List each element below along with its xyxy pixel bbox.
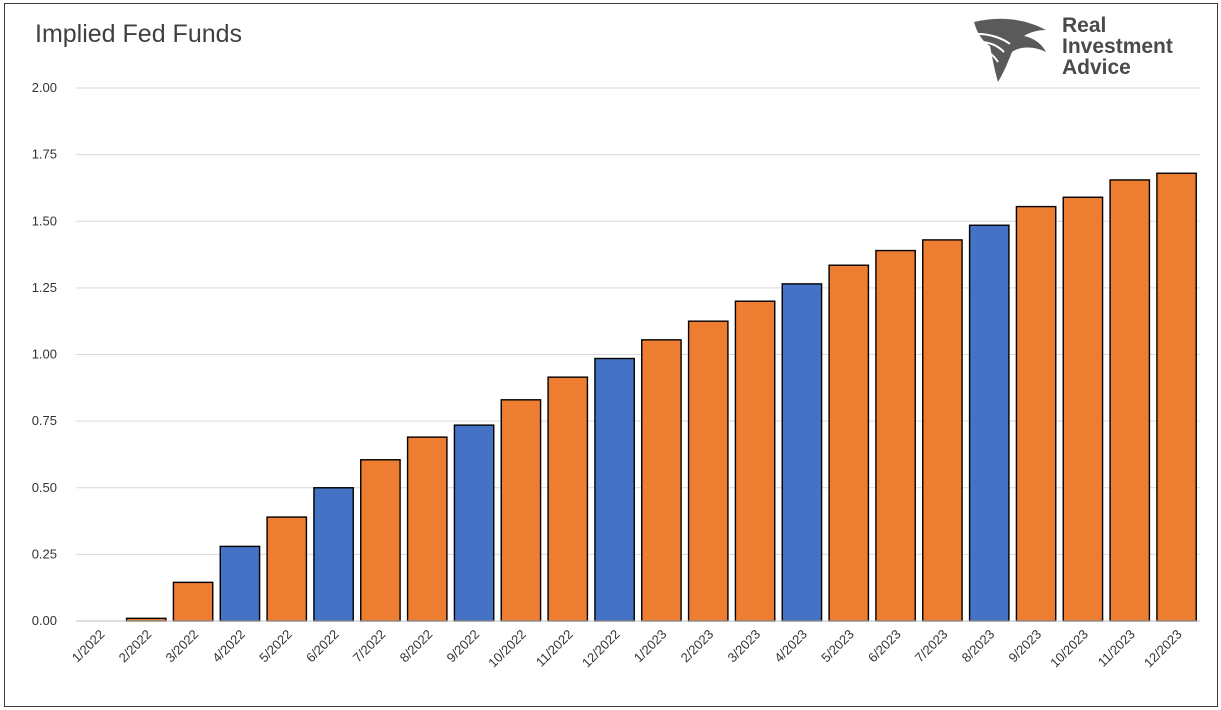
x-tick-label: 3/2023	[724, 627, 763, 666]
y-axis-ticks: 0.00 0.25 0.50 0.75 1.00 1.25 1.50 1.75 2.00	[32, 80, 57, 628]
x-tick-label: 7/2022	[350, 627, 389, 666]
y-tick-label: 1.25	[32, 280, 57, 295]
y-tick-label: 1.75	[32, 147, 57, 162]
y-tick-label: 0.00	[32, 613, 57, 628]
bar-4-2022	[219, 545, 261, 622]
bar-3-2023	[734, 300, 776, 622]
chart-title: Implied Fed Funds	[35, 20, 243, 48]
logo-line-advice: Advice	[1062, 56, 1131, 79]
y-tick-label: 0.50	[32, 480, 57, 495]
bar-4-2023	[781, 283, 823, 622]
logo-eagle-icon	[974, 18, 1046, 83]
logo-line-real: Real	[1062, 14, 1107, 37]
x-tick-label: 9/2022	[443, 627, 482, 666]
bar-2-2023	[687, 320, 729, 622]
x-tick-label: 12/2023	[1141, 627, 1185, 671]
x-tick-label: 8/2023	[959, 627, 998, 666]
bar-6-2023	[875, 249, 916, 622]
bar-8-2023	[968, 224, 1010, 622]
x-tick-label: 12/2022	[579, 627, 623, 671]
logo-line-investment: Investment	[1062, 35, 1173, 58]
x-tick-label: 1/2023	[631, 627, 670, 666]
x-tick-label: 9/2023	[1005, 627, 1044, 666]
y-tick-label: 0.25	[32, 546, 57, 561]
bars	[76, 172, 1200, 622]
bar-7-2022	[360, 459, 401, 622]
x-tick-label: 3/2022	[162, 627, 201, 666]
bar-12-2023	[1156, 172, 1197, 622]
bar-10-2022	[500, 399, 542, 622]
y-tick-label: 1.50	[32, 213, 57, 228]
x-tick-label: 8/2022	[397, 627, 436, 666]
bar-8-2022	[406, 436, 448, 622]
bar-9-2022	[453, 424, 495, 622]
bar-7-2023	[922, 239, 963, 622]
logo-text: Real Investment Advice	[1062, 15, 1173, 78]
y-tick-label: 1.00	[32, 347, 57, 362]
eagle-head-icon	[974, 18, 1046, 83]
x-axis-ticks: 1/2022 2/2022 3/2022 4/2022 5/2022 6/2022 7/20…	[69, 627, 1185, 671]
bar-1-2023	[641, 339, 682, 622]
bar-12-2022	[594, 357, 635, 622]
bar-11-2022	[547, 376, 589, 622]
x-tick-label: 10/2022	[485, 627, 529, 671]
bar-5-2022	[266, 516, 308, 622]
x-tick-label: 1/2022	[69, 627, 108, 666]
x-tick-label: 2/2023	[678, 627, 717, 666]
x-tick-label: 10/2023	[1047, 627, 1091, 671]
bar-6-2022	[313, 487, 354, 622]
x-tick-label: 11/2022	[533, 627, 576, 670]
bar-10-2023	[1062, 196, 1104, 622]
bar-11-2023	[1109, 179, 1151, 622]
y-tick-label: 0.75	[32, 413, 57, 428]
bar-3-2022	[172, 581, 214, 622]
bar-9-2023	[1015, 205, 1057, 622]
x-tick-label: 4/2022	[209, 627, 248, 666]
x-tick-label: 11/2023	[1095, 627, 1138, 670]
x-tick-label: 4/2023	[771, 627, 810, 666]
bar-5-2023	[828, 264, 870, 622]
x-tick-label: 2/2022	[116, 627, 155, 666]
x-tick-label: 6/2023	[865, 627, 904, 666]
x-tick-label: 7/2023	[912, 627, 951, 666]
x-tick-label: 5/2023	[818, 627, 857, 666]
y-tick-label: 2.00	[32, 80, 57, 95]
x-tick-label: 6/2022	[303, 627, 342, 666]
x-tick-label: 5/2022	[256, 627, 295, 666]
